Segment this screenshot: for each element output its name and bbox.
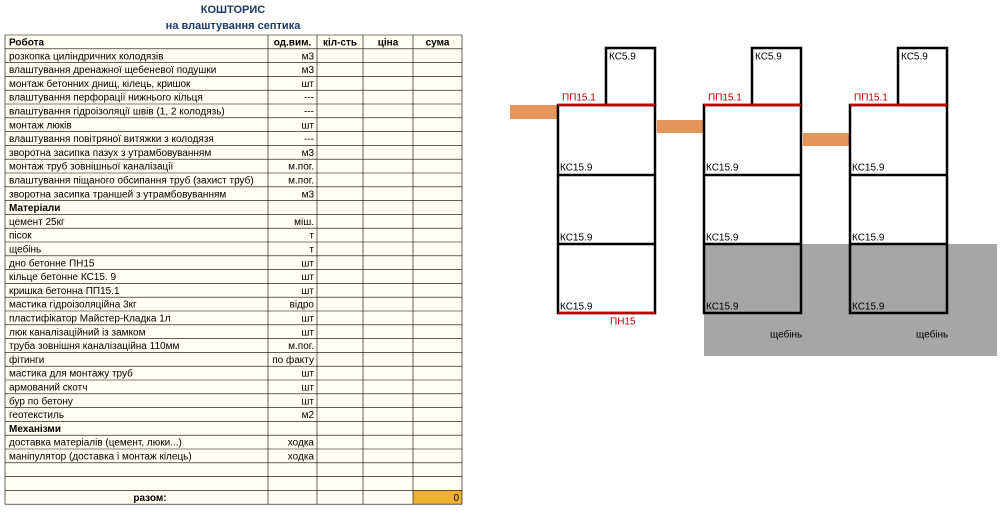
pipe [510, 105, 558, 119]
unit: м.пог. [288, 341, 314, 352]
section-title: Механізми [9, 424, 61, 435]
unit: м2 [302, 410, 315, 421]
cap-label: КС5.9 [901, 52, 928, 63]
cover-label: ПП15.1 [562, 93, 596, 104]
work-name: фітинги [9, 354, 44, 366]
unit: ходка [288, 452, 315, 463]
unit: шт [301, 258, 314, 269]
work-name: влаштування гідроізоляції швів (1, 2 кол… [9, 107, 225, 118]
work-name: дно бетонне ПН15 [9, 257, 95, 269]
ring-label: КС15.9 [852, 163, 885, 174]
total-value: 0 [453, 493, 459, 504]
unit: шт [301, 396, 314, 407]
unit: м.пог. [288, 162, 314, 173]
work-name: влаштування повітряної витяжки з колодяз… [9, 134, 214, 145]
unit: --- [304, 93, 314, 104]
pipe [657, 120, 704, 133]
work-name: кільце бетонне КС15. 9 [9, 271, 116, 283]
work-name: влаштування дренажної щебеневої подушки [9, 64, 216, 76]
work-name: маніпулятор (доставка і монтаж кілець) [9, 452, 192, 463]
ring-label: КС15.9 [852, 233, 885, 244]
total-label: разом: [133, 493, 166, 504]
work-name: влаштування піщаного обсипання труб (зах… [9, 175, 254, 187]
total-cell [413, 490, 462, 505]
unit: м3 [302, 51, 315, 62]
ring-label: КС15.9 [706, 163, 739, 174]
unit: --- [304, 134, 314, 145]
work-name: мастика гідроізоляційна 3кг [9, 300, 137, 311]
work-name: доставка матеріалів (цемент, люки...) [9, 438, 182, 449]
work-name: бур по бетону [9, 395, 73, 407]
column-header: ціна [378, 38, 399, 49]
work-name: влаштування перфорації нижнього кільця [9, 92, 203, 104]
work-name: монтаж труб зовнішньої каналізації [9, 161, 173, 173]
unit: т [309, 231, 314, 242]
unit: міш. [294, 217, 314, 228]
work-name: мастика для монтажу труб [9, 368, 133, 380]
work-name: люк каналізаційний із замком [9, 327, 146, 338]
work-name: геотекстиль [9, 410, 64, 421]
unit: ходка [288, 438, 315, 449]
cover-label: ПП15.1 [708, 93, 742, 104]
ring-label: КС15.9 [706, 302, 739, 313]
unit: шт [301, 272, 314, 283]
well: КС5.9 ПП15.1 КС15.9 КС15.9 КС15.9 щебінь [702, 46, 803, 341]
subtitle: на влаштування септика [166, 20, 302, 32]
ring-label: КС15.9 [560, 302, 593, 313]
work-name: армований скотч [9, 383, 87, 394]
ring-label: КС15.9 [706, 233, 739, 244]
work-name: пісок [9, 231, 32, 242]
work-name: монтаж люків [9, 120, 72, 131]
unit: шт [301, 120, 314, 131]
work-name: пластифікатор Майстер-Кладка 1л [9, 313, 171, 325]
work-name: щебінь [9, 244, 41, 256]
work-name: монтаж бетонних днищ, кілець, кришок [9, 78, 191, 90]
work-name: кришка бетонна ПП15.1 [9, 285, 120, 297]
work-name: розкопка циліндричних колодязів [9, 51, 163, 62]
ring-label: КС15.9 [852, 302, 885, 313]
unit: т [309, 245, 314, 256]
unit: шт [301, 327, 314, 338]
unit: шт [301, 314, 314, 325]
column-header: кіл-сть [323, 38, 357, 49]
ring-label: КС15.9 [560, 233, 593, 244]
well: КС5.9 ПП15.1 КС15.9 КС15.9 КС15.9 ПН15 [556, 46, 657, 328]
unit: м.пог. [288, 176, 314, 187]
cover-label: ПП15.1 [854, 93, 888, 104]
work-name: цемент 25кг [9, 217, 65, 228]
unit: відро [290, 300, 315, 311]
work-name: зворотна засипка пазух з утрамбовуванням [9, 147, 211, 159]
work-name: труба зовнішня каналізаційна 110мм [9, 340, 179, 352]
base-label: щебінь [770, 329, 802, 341]
unit: шт [301, 383, 314, 394]
column-header: од.вим. [274, 38, 312, 49]
unit: м3 [302, 189, 315, 200]
unit: по факту [272, 354, 314, 366]
unit: шт [301, 79, 314, 90]
unit: шт [301, 286, 314, 297]
ring-label: КС15.9 [560, 163, 593, 174]
unit: м3 [302, 65, 315, 76]
unit: шт [301, 369, 314, 380]
unit: --- [304, 107, 314, 118]
cap-label: КС5.9 [609, 52, 636, 63]
well: КС5.9 ПП15.1 КС15.9 КС15.9 КС15.9 щебінь [848, 46, 949, 341]
unit: м3 [302, 148, 315, 159]
column-header: Робота [9, 37, 44, 49]
cap-label: КС5.9 [755, 52, 782, 63]
base-label: щебінь [916, 329, 948, 341]
estimate-table: Робота од.вим. кіл-сть ціна сума розкопка цил… [4, 34, 463, 505]
bottom-label: ПН15 [610, 317, 636, 328]
septic-diagram: КС5.9 ПП15.1 КС15.9 КС15.9 КС15.9 ПН15 КС5.9 ПП… [510, 46, 997, 356]
column-header: сума [426, 38, 450, 49]
work-name: зворотна засипка траншей з утрамбовуванн… [9, 188, 226, 200]
section-title: Матеріали [9, 203, 60, 214]
title: КОШТОРИС [201, 4, 266, 16]
pipe [803, 133, 850, 146]
